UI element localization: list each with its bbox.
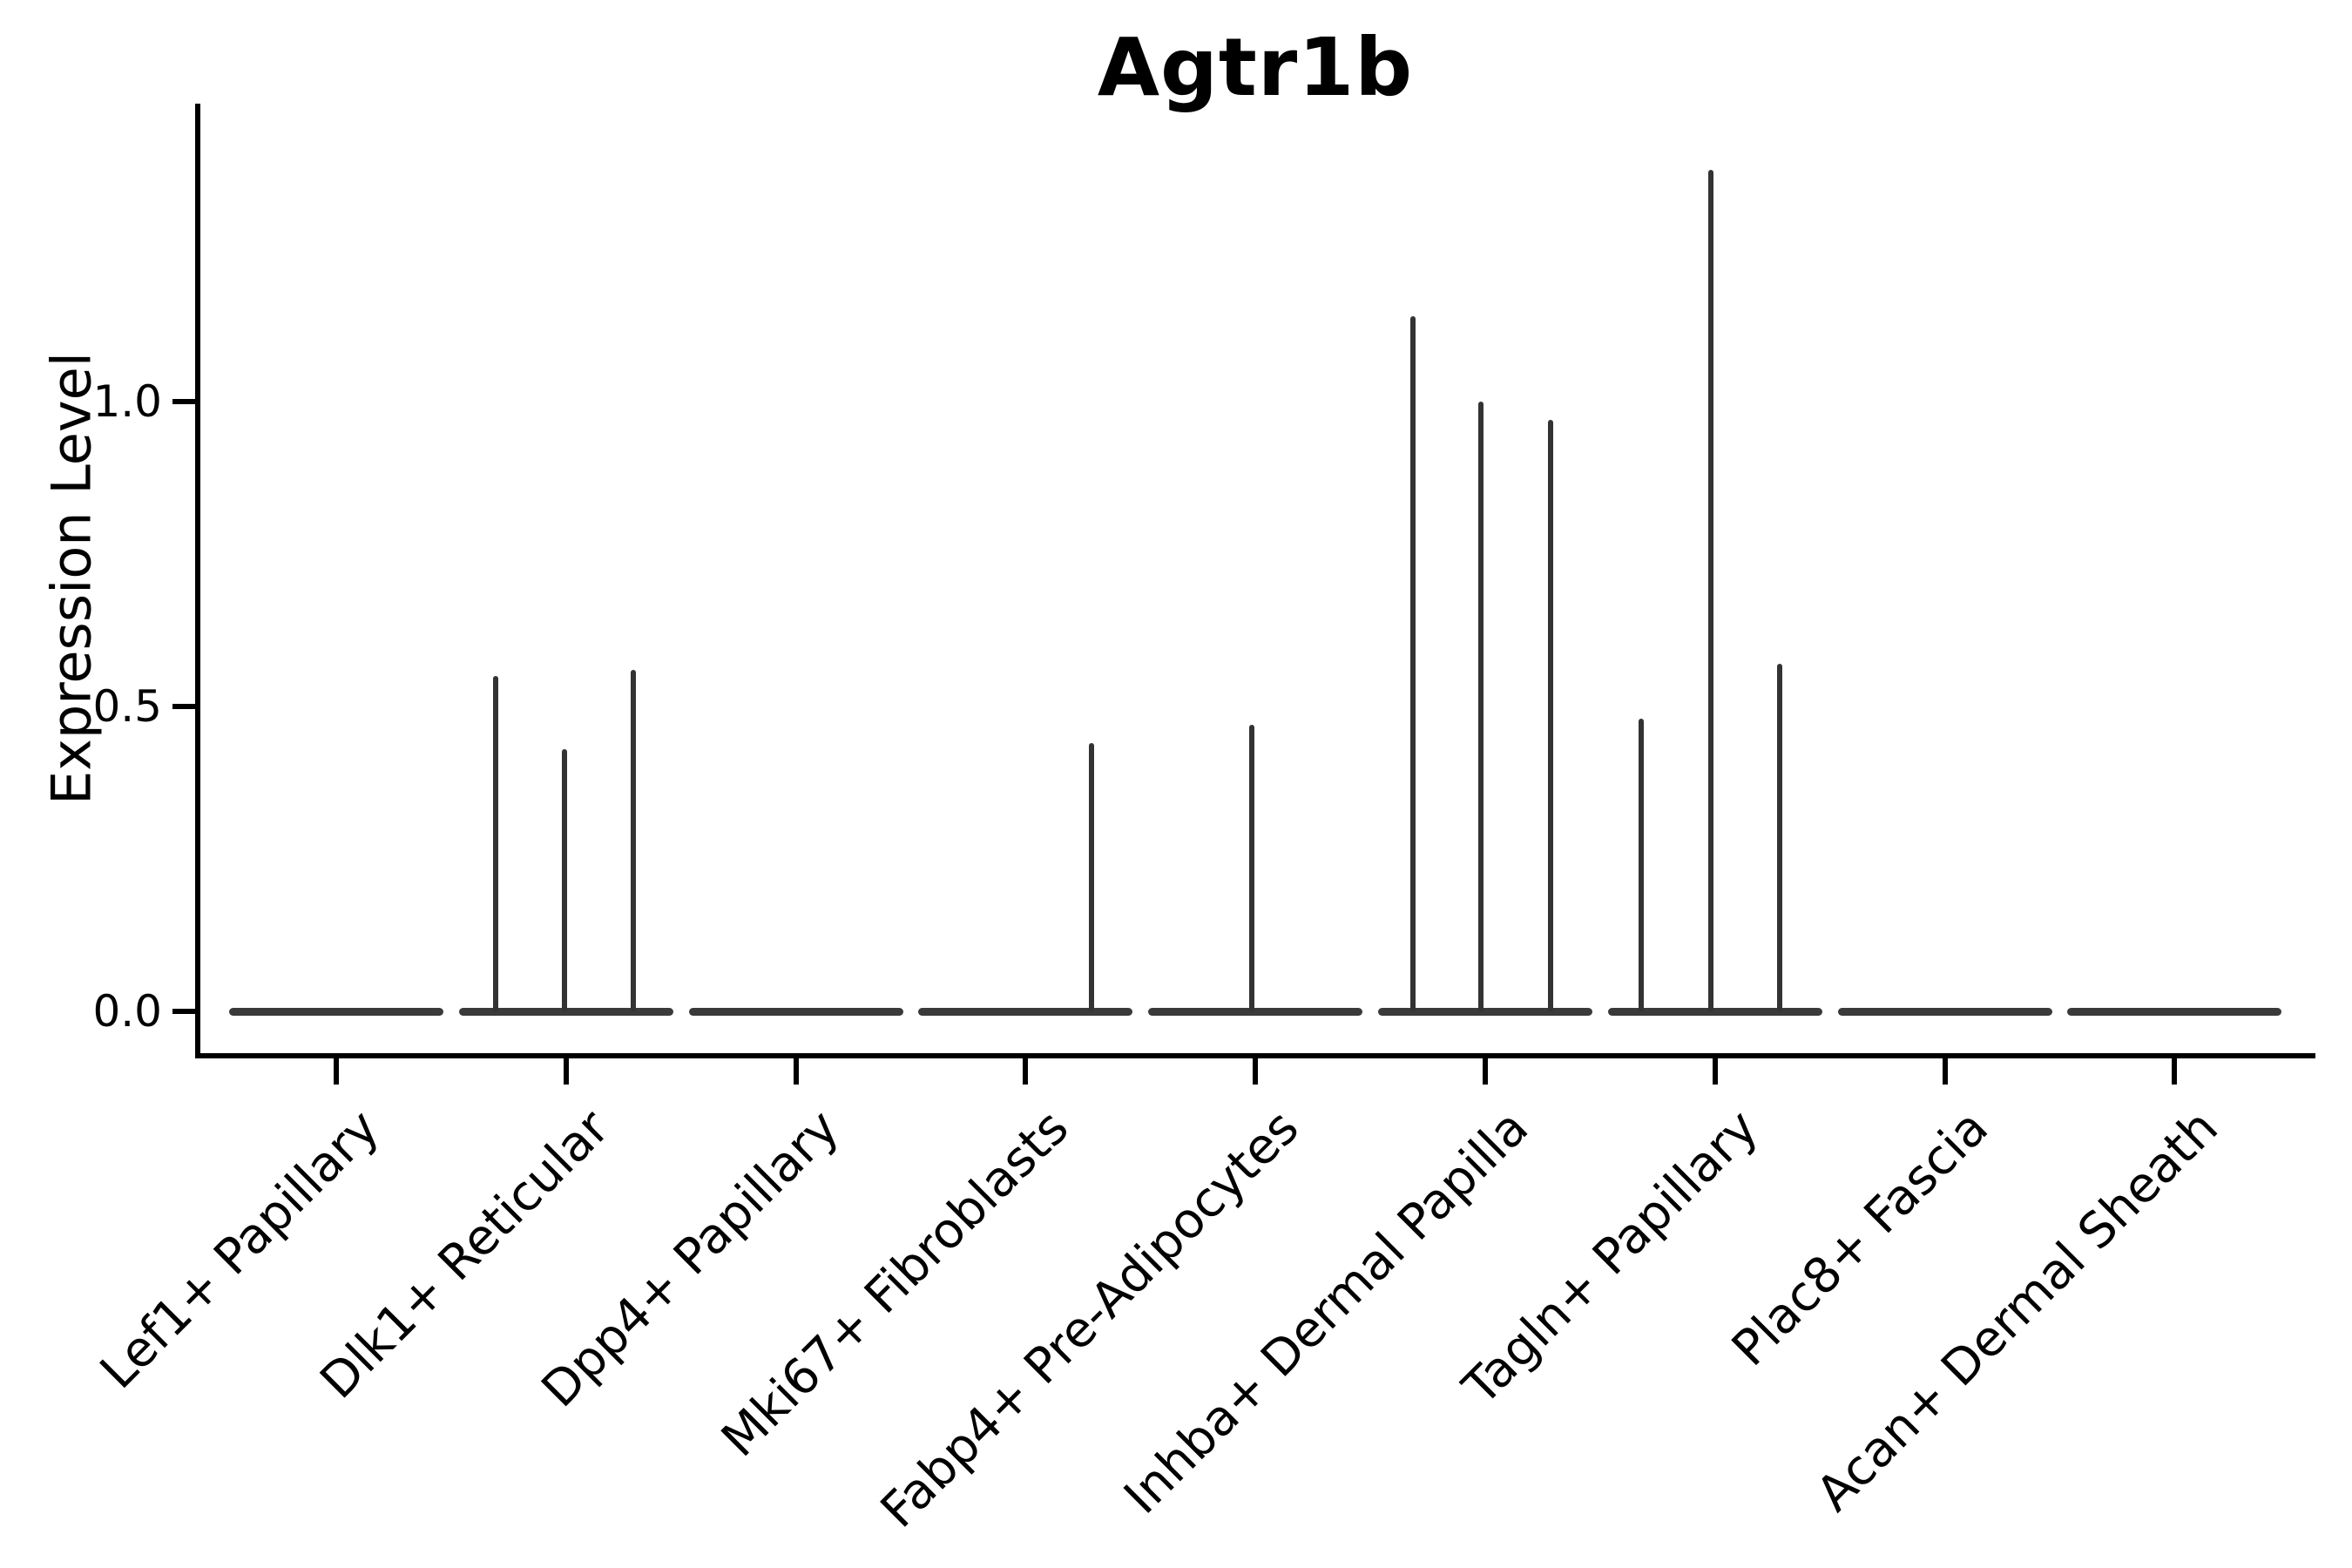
x-tick <box>1712 1058 1718 1085</box>
x-axis-spine <box>195 1053 2315 1058</box>
violin-baseline <box>229 1007 443 1016</box>
violin-baseline <box>1607 1007 1822 1016</box>
violin-spike <box>1478 402 1484 1011</box>
violin-spike <box>1548 420 1553 1011</box>
violin-spike <box>1089 743 1095 1011</box>
violin-spike <box>1410 316 1416 1011</box>
violin-spike <box>630 670 636 1011</box>
y-tick-label: 0.0 <box>92 986 162 1037</box>
violin-spike <box>1776 664 1782 1011</box>
x-tick <box>1942 1058 1948 1085</box>
y-axis-spine <box>195 104 200 1058</box>
y-tick <box>172 399 195 404</box>
x-tick <box>563 1058 569 1085</box>
x-tick-label: Fabp4+ Pre-Adipocytes <box>869 1099 1310 1539</box>
x-tick-label: Inhba+ Dermal Papilla <box>1113 1099 1539 1525</box>
x-tick <box>2172 1058 2178 1085</box>
violin-spike <box>492 676 498 1011</box>
violin-baseline <box>1148 1007 1363 1016</box>
x-tick-label: Acan+ Dermal Sheath <box>1805 1099 2229 1523</box>
x-tick <box>1023 1058 1029 1085</box>
violin-baseline <box>458 1007 673 1016</box>
violin-baseline <box>1837 1007 2052 1016</box>
violin-baseline <box>1378 1007 1592 1016</box>
violin-spike <box>1249 725 1255 1011</box>
violin-baseline <box>688 1007 903 1016</box>
x-tick <box>793 1058 799 1085</box>
x-tick <box>1483 1058 1488 1085</box>
y-tick-label: 0.5 <box>92 681 162 732</box>
violin-baseline <box>918 1007 1133 1016</box>
violin-baseline <box>2067 1007 2282 1016</box>
y-tick <box>172 704 195 709</box>
y-tick <box>172 1009 195 1014</box>
chart-title: Agtr1b <box>1097 21 1414 114</box>
violin-spike <box>1707 170 1713 1011</box>
violin-spike <box>1638 719 1644 1011</box>
y-tick-label: 1.0 <box>92 376 162 427</box>
x-tick <box>334 1058 339 1085</box>
violin-spike <box>561 749 567 1011</box>
x-tick <box>1253 1058 1259 1085</box>
